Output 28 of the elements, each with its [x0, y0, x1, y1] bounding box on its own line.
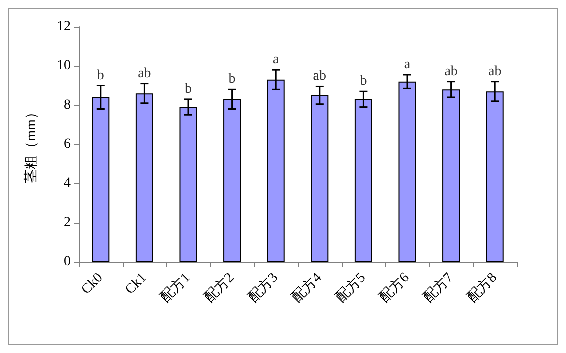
- x-tick-label: 配方7: [420, 270, 457, 306]
- x-tick-label: 配方2: [202, 270, 238, 306]
- annotation: ab: [488, 64, 502, 80]
- y-tick-label: 2: [64, 215, 71, 230]
- y-tick-label: 10: [57, 58, 71, 74]
- x-tick-label: Ck1: [122, 270, 150, 298]
- annotation: ab: [138, 66, 152, 82]
- annotation: a: [404, 57, 412, 72]
- x-tick-label: 配方5: [332, 270, 370, 306]
- y-tick-label: 12: [57, 20, 71, 34]
- y-axis-title: 茎粗（mm）: [24, 106, 40, 184]
- annotation: ab: [313, 69, 327, 84]
- x-tick-label: Ck0: [79, 270, 106, 298]
- annotation: b: [228, 72, 236, 88]
- annotation: ab: [444, 64, 458, 80]
- y-tick-label: 6: [64, 137, 71, 152]
- x-tick-label: 配方8: [464, 270, 500, 306]
- annotation: b: [360, 74, 368, 90]
- annotation: b: [185, 82, 192, 97]
- x-tick-label: 配方1: [158, 270, 194, 306]
- annotation: a: [272, 52, 280, 68]
- y-tick-label: 8: [64, 98, 71, 113]
- y-tick-label: 4: [64, 176, 71, 192]
- annotation: b: [97, 68, 104, 84]
- x-tick-label: 配方3: [245, 270, 282, 306]
- y-tick-label: 0: [64, 254, 71, 270]
- x-tick-label: 配方4: [289, 270, 326, 306]
- x-tick-label: 配方6: [376, 270, 413, 306]
